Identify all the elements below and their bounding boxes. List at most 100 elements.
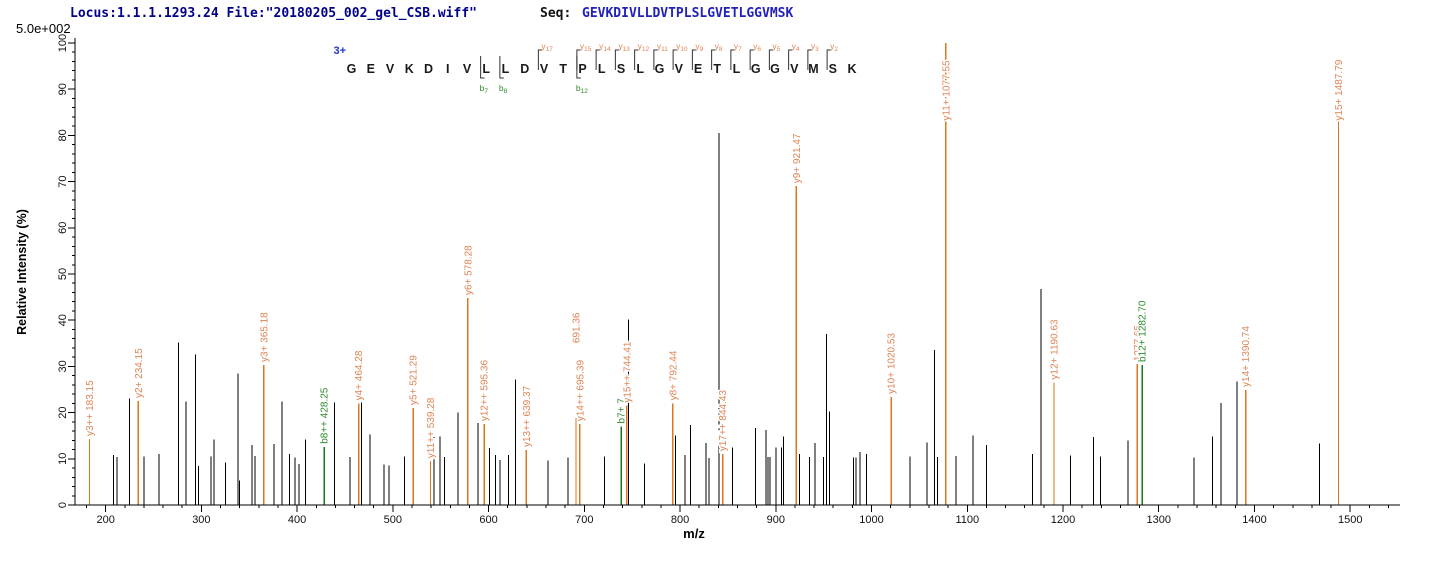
- y-ion-letter: y: [734, 41, 739, 51]
- y-ion-number: 4: [796, 46, 800, 53]
- y-ion-letter: y: [599, 41, 604, 51]
- x-tick-label: 900: [767, 514, 785, 526]
- y-ion-number: 8: [719, 46, 723, 53]
- b-ion-label: b8: [499, 83, 508, 95]
- residue-letter: V: [675, 62, 684, 76]
- y-cleavage-mark: [634, 49, 639, 70]
- y-tick-label: 30: [57, 360, 69, 372]
- residue-letter: T: [713, 62, 721, 76]
- x-tick-label: 1100: [955, 514, 979, 526]
- peak-label: y9+ 921.47: [792, 133, 803, 183]
- y-ion-label: y11: [657, 41, 668, 53]
- y-ion-label: y5: [772, 41, 780, 53]
- y-ion-letter: y: [772, 41, 777, 51]
- b-cleavage-mark: [480, 56, 485, 79]
- residue-letter: T: [559, 62, 567, 76]
- y-ion-label: y17: [541, 41, 553, 53]
- peak-label: y3++ 183.15: [85, 380, 96, 436]
- y-ion-label: y13: [618, 41, 630, 53]
- peak-label: 691.36: [572, 312, 583, 343]
- residue-letter: S: [617, 62, 625, 76]
- peak-label: y12+ 1190.63: [1050, 319, 1061, 380]
- x-tick-label: 800: [671, 514, 689, 526]
- y-ion-number: 17: [546, 46, 554, 53]
- y-cleavage-mark: [788, 49, 793, 70]
- residue-letter: G: [770, 62, 780, 76]
- y-cleavage-mark: [614, 49, 620, 70]
- seq-label: Seq:: [540, 6, 572, 21]
- b-ion-letter: b: [480, 83, 485, 93]
- y-cleavage-mark: [595, 49, 601, 70]
- peak-label: b7+ 7: [617, 398, 628, 424]
- x-tick-label: 1300: [1147, 514, 1171, 526]
- y-cleavage-mark: [672, 49, 678, 70]
- y-ion-number: 14: [603, 46, 611, 53]
- b-ion-letter: b: [499, 83, 504, 93]
- y-ion-letter: y: [811, 41, 816, 51]
- intensity-scale-label: 5.0e+002: [16, 21, 71, 36]
- b-cleavage-mark: [499, 56, 504, 79]
- y-ion-letter: y: [830, 41, 835, 51]
- residue-letter: I: [446, 62, 449, 76]
- y-ion-label: y9: [695, 41, 703, 53]
- residue-letter: E: [694, 62, 702, 76]
- x-tick-label: 400: [288, 514, 306, 526]
- peak-label: y10+ 1020.53: [887, 333, 898, 394]
- y-tick-label: 100: [57, 34, 69, 52]
- y-ion-letter: y: [657, 41, 662, 51]
- residue-letter: D: [520, 62, 529, 76]
- x-axis-title: m/z: [683, 526, 705, 541]
- y-cleavage-mark: [537, 49, 543, 70]
- peak-label: y4+ 464.28: [354, 350, 365, 400]
- peak-label: y15+ 1487.79: [1334, 59, 1345, 120]
- y-cleavage-mark: [768, 49, 774, 70]
- y-tick-label: 80: [57, 129, 69, 141]
- y-ion-label: y12: [638, 41, 650, 53]
- y-ion-label: y10: [676, 41, 688, 53]
- y-ion-number: 11: [661, 46, 668, 53]
- residue-letter: L: [502, 62, 510, 76]
- peak-label: y12++ 595.36: [480, 360, 491, 422]
- residue-letter: D: [424, 62, 433, 76]
- precursor-charge: 3+: [333, 45, 346, 57]
- y-ion-letter: y: [638, 41, 643, 51]
- b-ion-label: b7: [480, 83, 489, 95]
- residue-letter: E: [367, 62, 375, 76]
- y-ion-number: 9: [700, 46, 704, 53]
- y-cleavage-mark: [691, 49, 697, 70]
- y-ion-label: y6: [753, 41, 761, 53]
- peak-label: y3+ 365.18: [259, 312, 270, 362]
- y-tick-label: 90: [57, 83, 69, 95]
- y-tick-label: 0: [57, 502, 69, 508]
- y-ion-letter: y: [792, 41, 797, 51]
- y-ion-letter: y: [541, 41, 546, 51]
- y-ion-number: 5: [777, 46, 781, 53]
- y-ion-number: 3: [815, 46, 819, 53]
- y-ion-label: y15: [580, 41, 592, 53]
- peak-label: 1277.65: [1133, 325, 1144, 362]
- y-ion-number: 10: [680, 46, 688, 53]
- x-tick-label: 1500: [1338, 514, 1362, 526]
- b-cleavage-mark: [576, 56, 581, 79]
- residue-letter: K: [847, 62, 856, 76]
- residue-letter: P: [578, 62, 586, 76]
- b-ion-number: 8: [504, 88, 508, 95]
- peak-label: y2+ 234.15: [134, 348, 145, 398]
- residue-letter: G: [751, 62, 761, 76]
- x-tick-label: 300: [192, 514, 210, 526]
- x-tick-label: 700: [575, 514, 593, 526]
- y-tick-label: 60: [57, 222, 69, 234]
- y-ion-label: y4: [792, 41, 800, 53]
- y-tick-label: 70: [57, 175, 69, 187]
- y-ion-number: 6: [757, 46, 761, 53]
- sequence-text: GEVKDIVLLDVTPLSLGVETLGGVMSK: [582, 6, 794, 21]
- x-tick-label: 600: [479, 514, 497, 526]
- locus-file-text: Locus:1.1.1.1293.24 File:"20180205_002_g…: [70, 6, 477, 21]
- residue-letter: L: [636, 62, 644, 76]
- b-ion-number: 12: [581, 88, 589, 95]
- residue-letter: G: [347, 62, 357, 76]
- y-ion-letter: y: [618, 41, 623, 51]
- residue-letter: L: [598, 62, 606, 76]
